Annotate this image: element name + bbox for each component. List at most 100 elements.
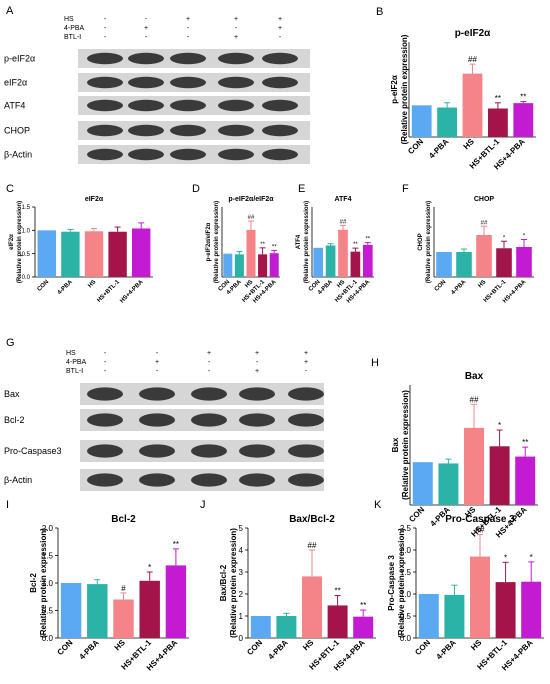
treatment-sign: - bbox=[156, 368, 159, 375]
y-axis-label: Bax/Bcl-2(Relative protein expression) bbox=[219, 528, 238, 638]
significance-label: ** bbox=[272, 244, 277, 250]
bar bbox=[489, 446, 510, 505]
blot-band bbox=[239, 444, 275, 458]
x-tick-label: CON bbox=[434, 279, 448, 293]
blot-band bbox=[139, 387, 175, 401]
bar bbox=[464, 427, 484, 505]
chart-title: p-eIF2α/eIF2α bbox=[228, 196, 274, 203]
blot-band bbox=[128, 52, 164, 65]
bar bbox=[487, 108, 508, 137]
bar bbox=[362, 244, 373, 277]
panel-label: F bbox=[402, 183, 409, 195]
chart-title: ATF4 bbox=[335, 196, 352, 203]
significance-label: * bbox=[504, 553, 507, 562]
y-tick-label: 0 bbox=[239, 634, 244, 643]
y-tick-label: 4 bbox=[239, 546, 244, 555]
blot-band bbox=[87, 413, 123, 427]
blot-panel-g: G HS - - + + +4-PBA - + - - + BTL-Ⅰ - - - + - Bax Bcl-2 Pro-… bbox=[4, 337, 324, 491]
bar bbox=[436, 252, 452, 277]
blot-band bbox=[218, 76, 254, 89]
blot-band bbox=[218, 99, 254, 112]
bar bbox=[165, 565, 187, 638]
y-tick-label: 1.0 bbox=[22, 228, 31, 234]
panel-label: K bbox=[374, 499, 382, 511]
x-tick-label: 4-PBA bbox=[57, 279, 74, 296]
significance-label: ## bbox=[481, 220, 488, 226]
significance-label: ## bbox=[476, 526, 485, 535]
blot-band bbox=[288, 444, 324, 458]
panel-label: E bbox=[298, 183, 305, 195]
blot-band bbox=[128, 148, 164, 161]
significance-label: ## bbox=[248, 215, 255, 221]
treatment-sign: - bbox=[305, 368, 308, 375]
treatment-sign: + bbox=[234, 16, 238, 23]
x-tick-label: HS+4-PBA bbox=[119, 279, 145, 305]
blot-band bbox=[128, 99, 164, 112]
x-tick-label: HS bbox=[336, 279, 346, 289]
y-axis-label: eIF2α (Relative protein expression) bbox=[9, 201, 23, 283]
treatment-sign: - bbox=[104, 350, 107, 357]
blot-band bbox=[170, 52, 206, 65]
bar bbox=[84, 231, 104, 277]
bar bbox=[246, 229, 256, 277]
bar bbox=[462, 73, 483, 137]
blot-band bbox=[87, 387, 123, 401]
blot-row-label: β-Actin bbox=[4, 475, 32, 485]
bar bbox=[515, 456, 536, 505]
bar bbox=[87, 584, 108, 638]
bar bbox=[269, 253, 279, 277]
blot-band bbox=[262, 148, 298, 161]
blot-row-label: Pro-Caspase3 bbox=[4, 446, 62, 456]
bar bbox=[353, 616, 374, 638]
panel-label: B bbox=[376, 6, 383, 18]
x-tick-label: HS bbox=[469, 638, 484, 653]
blot-band bbox=[218, 148, 254, 161]
blot-row-label: p-eIF2α bbox=[4, 54, 35, 64]
blot-band bbox=[191, 473, 227, 487]
bar bbox=[61, 231, 80, 277]
y-tick-label: 0.5 bbox=[22, 252, 31, 258]
panel-label: D bbox=[192, 183, 200, 195]
treatment-sign: + bbox=[255, 350, 259, 357]
bar bbox=[513, 103, 534, 137]
chart-j: J Bax/Bcl-2 Bax/Bcl-2(Relative protein exp… bbox=[200, 499, 376, 673]
treatment-sign: + bbox=[304, 359, 308, 366]
y-tick-label: 1.0 bbox=[42, 579, 54, 588]
y-axis-label: CHOP (Relative protein expression) bbox=[418, 201, 432, 283]
chart-title: Bcl-2 bbox=[111, 514, 136, 525]
bar bbox=[37, 230, 57, 277]
bar bbox=[350, 251, 361, 277]
y-tick-label: 2.5 bbox=[400, 524, 412, 533]
panel-label: I bbox=[6, 499, 9, 511]
treatment-sign: + bbox=[234, 34, 238, 41]
bar bbox=[108, 231, 127, 277]
blot-band bbox=[191, 444, 227, 458]
x-tick-label: 4-PBA bbox=[77, 638, 100, 661]
y-tick-label: 0.5 bbox=[400, 612, 412, 621]
bar bbox=[223, 253, 233, 277]
blot-band bbox=[170, 124, 206, 137]
blot-band bbox=[128, 76, 164, 89]
treatment-sign: - bbox=[104, 368, 107, 375]
bar bbox=[470, 556, 490, 638]
bar bbox=[411, 105, 432, 137]
x-tick-label: HS bbox=[87, 279, 97, 289]
significance-label: ** bbox=[260, 242, 265, 248]
blot-band bbox=[139, 413, 175, 427]
significance-label: * bbox=[503, 235, 506, 241]
treatment-sign: - bbox=[104, 25, 107, 32]
blot-band bbox=[128, 124, 164, 137]
blot-band bbox=[218, 124, 254, 137]
treatment-sign: - bbox=[235, 25, 238, 32]
blot-band bbox=[87, 52, 123, 65]
x-tick-label: 4-PBA bbox=[317, 279, 334, 296]
panel-label: C bbox=[6, 183, 14, 195]
bar bbox=[412, 462, 433, 505]
treatment-sign: - bbox=[208, 368, 211, 375]
chart-i: I Bcl-2 Bcl-2(Relative protein expression)… bbox=[6, 499, 189, 673]
y-tick-label: 0.0 bbox=[400, 634, 412, 643]
treatment-sign: + bbox=[155, 359, 159, 366]
bar bbox=[327, 605, 348, 638]
y-tick-label: 1.5 bbox=[42, 551, 54, 560]
